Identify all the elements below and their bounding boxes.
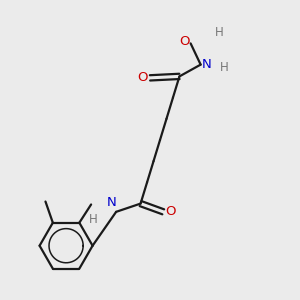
- Text: H: H: [89, 213, 98, 226]
- Text: O: O: [166, 205, 176, 218]
- Text: H: H: [220, 61, 229, 74]
- Text: N: N: [202, 58, 212, 71]
- Text: H: H: [215, 26, 224, 39]
- Text: N: N: [106, 196, 116, 209]
- Text: O: O: [179, 35, 190, 48]
- Text: O: O: [137, 71, 148, 84]
